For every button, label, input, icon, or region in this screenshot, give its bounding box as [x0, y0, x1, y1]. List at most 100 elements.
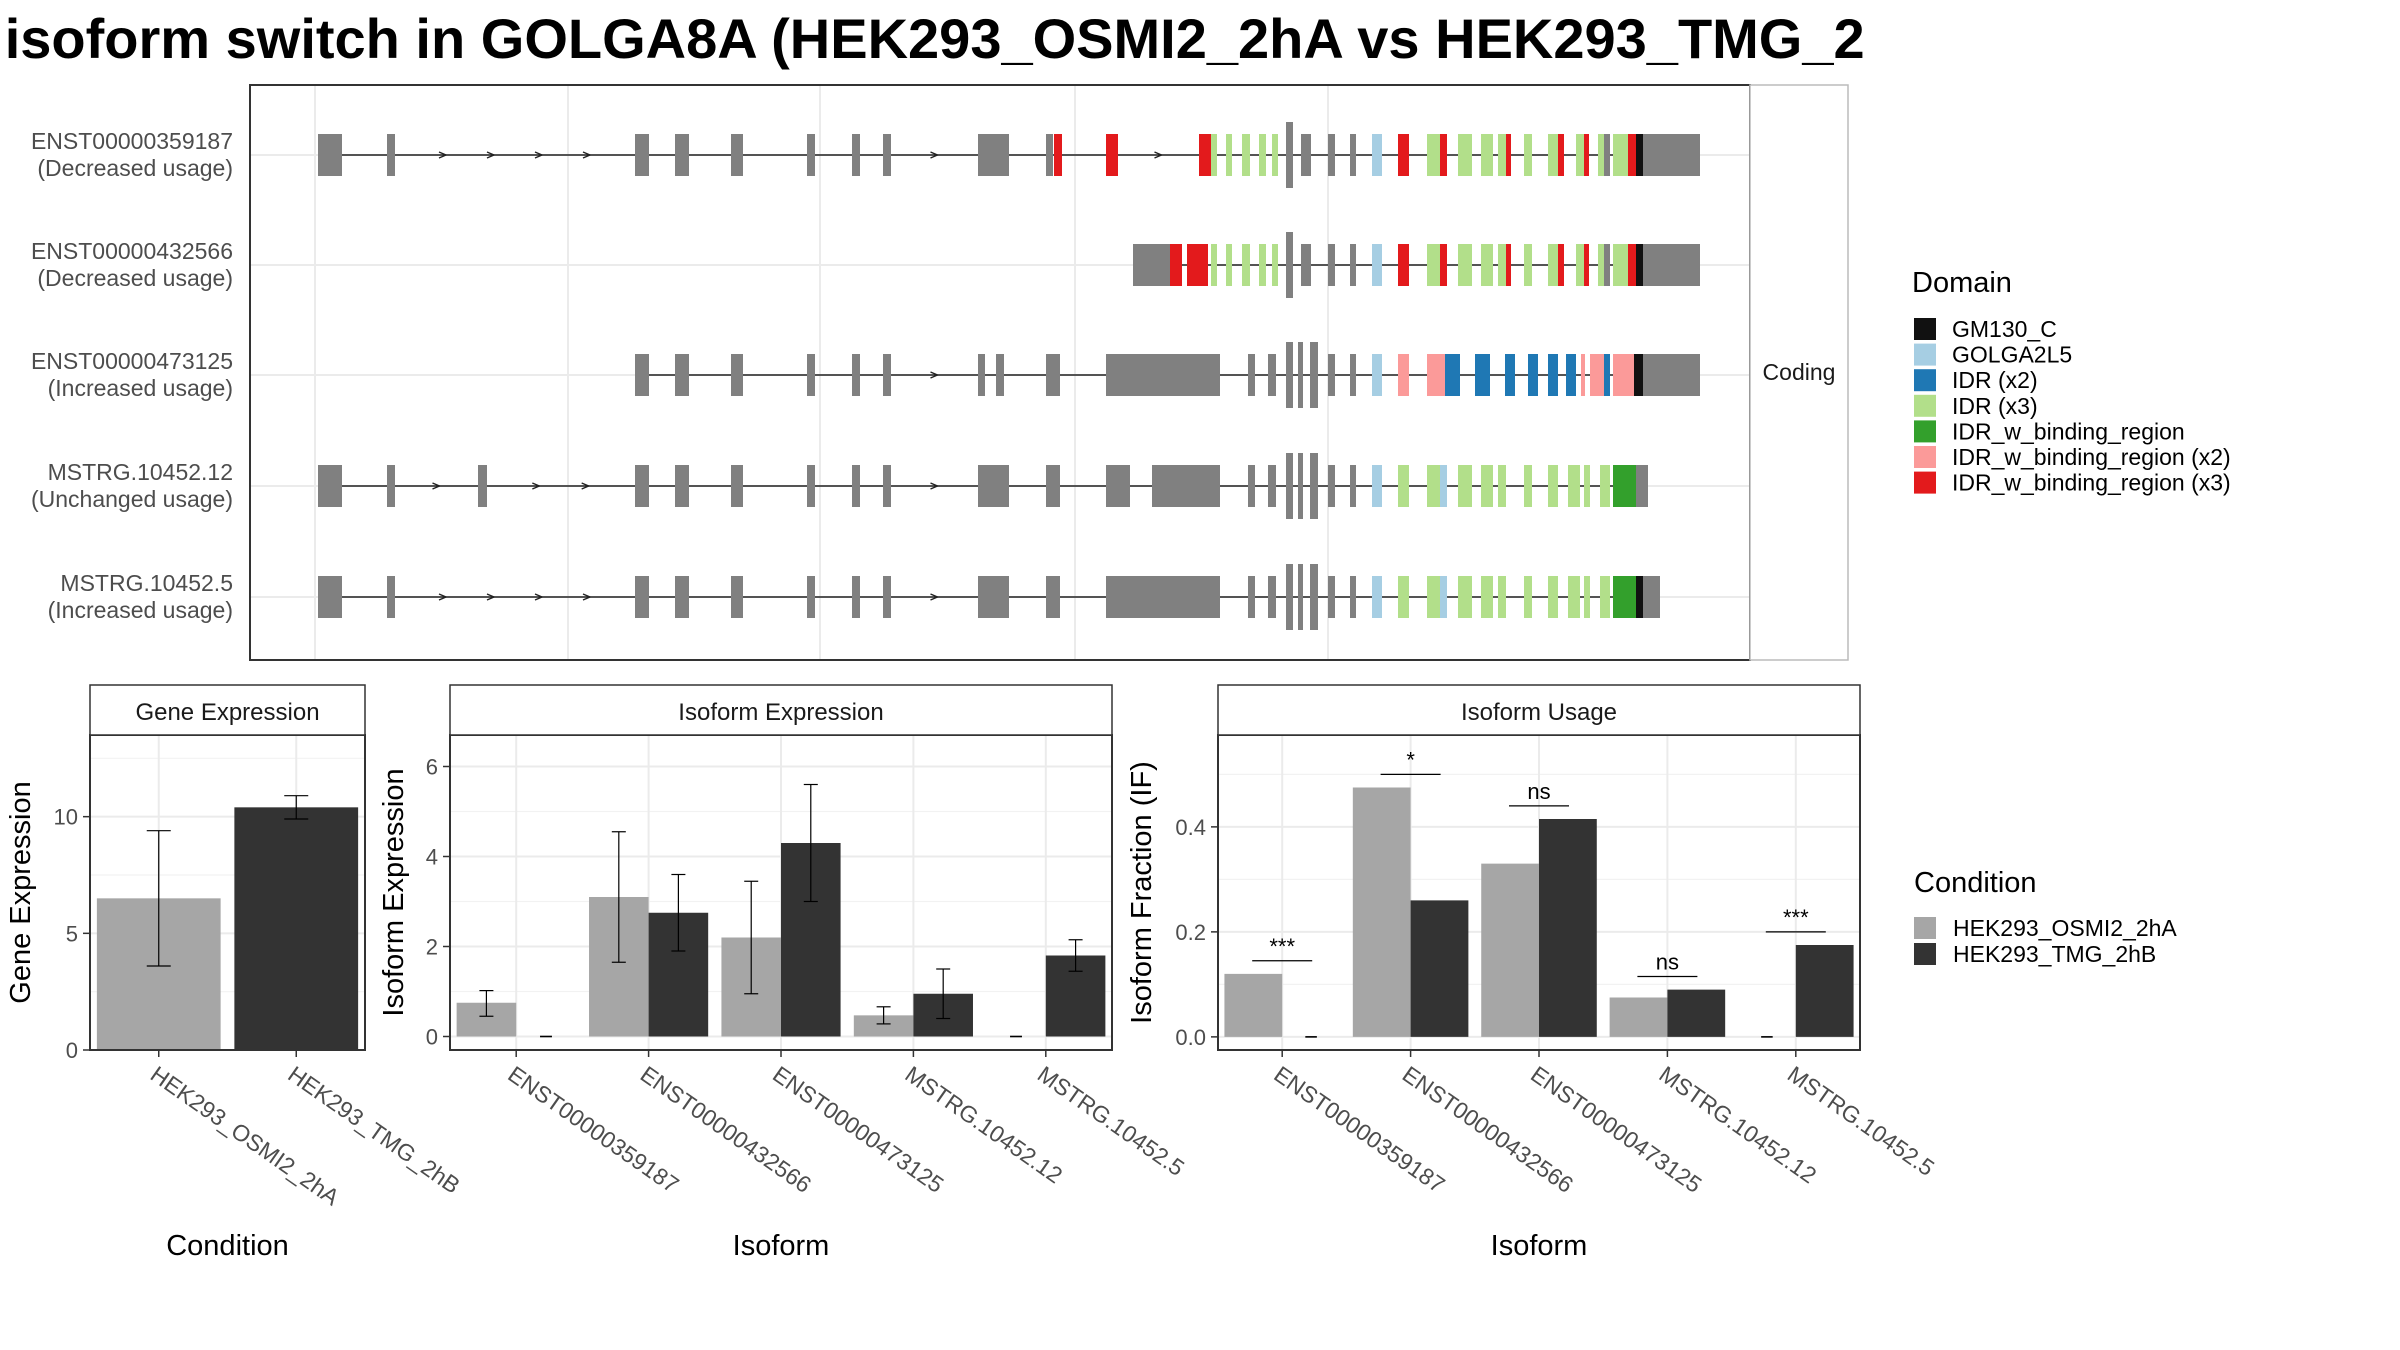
- condition-legend-swatch: [1914, 943, 1936, 965]
- plot-title: e isoform switch in GOLGA8A (HEK293_OSMI…: [0, 7, 1868, 70]
- transcript-id-label: MSTRG.10452.5: [60, 570, 233, 596]
- domain-block: [1576, 244, 1584, 286]
- bar: [853, 1015, 914, 1037]
- domain-block: [1259, 134, 1266, 176]
- coding-strip: [1749, 84, 1849, 661]
- exon-block: [675, 576, 689, 618]
- domain-block: [1398, 465, 1409, 507]
- exon-block: [807, 465, 815, 507]
- exon-block: [1636, 465, 1648, 507]
- exon-block: [1248, 354, 1255, 396]
- bar: [1410, 900, 1469, 1037]
- intron-arrow: [930, 482, 940, 490]
- domain-legend-label: IDR_w_binding_region (x2): [1952, 444, 2231, 470]
- exon-block: [1286, 453, 1293, 519]
- domain-block: [1600, 465, 1610, 507]
- y-tick-label: 10: [54, 805, 78, 830]
- exon-block: [1046, 134, 1053, 176]
- coding-strip-label: Coding: [1763, 359, 1836, 385]
- domain-block: [1211, 134, 1217, 176]
- y-tick-label: 5: [66, 921, 78, 946]
- exon-block: [1643, 134, 1700, 176]
- domain-block: [1628, 134, 1636, 176]
- exon-block: [318, 134, 342, 176]
- domain-block: [1458, 465, 1472, 507]
- domain-block: [1568, 465, 1580, 507]
- exon-block: [1046, 576, 1060, 618]
- intron-arrow: [486, 593, 496, 601]
- exon-block: [807, 354, 815, 396]
- domain-block: [1528, 354, 1538, 396]
- exon-block: [731, 576, 743, 618]
- exon-block: [1248, 576, 1255, 618]
- intron-arrow: [438, 151, 448, 159]
- transcript-track: [1133, 232, 1700, 298]
- condition-legend-swatch: [1914, 917, 1936, 939]
- intron-arrow: [432, 482, 442, 490]
- exon-block: [675, 134, 689, 176]
- domain-block: [1372, 354, 1382, 396]
- exon-block: [1310, 453, 1318, 519]
- domain-block: [1548, 354, 1558, 396]
- domain-block: [1634, 354, 1643, 396]
- y-tick-label: 4: [426, 845, 438, 870]
- y-axis-label: Isoform Fraction (IF): [1126, 761, 1158, 1024]
- domain-block: [1506, 244, 1511, 286]
- domain-block: [1613, 244, 1628, 286]
- domain-block: [1398, 244, 1409, 286]
- domain-legend-label: IDR_w_binding_region (x3): [1952, 470, 2231, 496]
- domain-block: [1524, 244, 1532, 286]
- bar: [1224, 973, 1283, 1037]
- domain-block: [1242, 244, 1250, 286]
- transcript-track: [318, 564, 1660, 630]
- domain-block: [1576, 134, 1584, 176]
- condition-legend-label: HEK293_TMG_2hB: [1953, 941, 2156, 967]
- exon-block: [731, 465, 743, 507]
- domain-legend-swatch: [1914, 343, 1936, 366]
- domain-block: [1505, 354, 1515, 396]
- exon-block: [1350, 576, 1356, 618]
- domain-block: [1628, 244, 1636, 286]
- exon-block: [1328, 465, 1335, 507]
- bar: [1609, 997, 1668, 1037]
- intron-arrow: [581, 482, 591, 490]
- domain-block: [1524, 576, 1532, 618]
- domain-block: [1584, 576, 1590, 618]
- exon-block: [1604, 244, 1610, 286]
- transcript-labels: ENST00000359187(Decreased usage)ENST0000…: [31, 128, 233, 623]
- exon-block: [1643, 354, 1700, 396]
- transcript-track: [635, 342, 1700, 408]
- domain-block: [1524, 134, 1532, 176]
- exon-block: [807, 576, 815, 618]
- domain-legend-swatch: [1914, 471, 1936, 494]
- bar: [1481, 863, 1539, 1037]
- domain-legend-label: GM130_C: [1952, 316, 2057, 342]
- domain-block: [1481, 244, 1493, 286]
- domain-block: [1548, 134, 1558, 176]
- exon-block: [1268, 576, 1276, 618]
- strip-label: Isoform Usage: [1461, 699, 1617, 726]
- domain-legend-label: IDR (x3): [1952, 393, 2038, 419]
- significance-label: ns: [1656, 950, 1679, 975]
- exon-block: [1350, 354, 1356, 396]
- intron-arrow: [534, 593, 544, 601]
- strip-box: [449, 684, 1113, 736]
- y-tick-label: 0: [426, 1025, 438, 1050]
- bar: [1352, 787, 1411, 1037]
- exon-block: [635, 134, 649, 176]
- domain-block: [1259, 244, 1266, 286]
- exon-block: [996, 354, 1004, 396]
- transcript-usage-label: (Unchanged usage): [31, 486, 233, 512]
- transcript-id-label: ENST00000359187: [31, 128, 233, 154]
- exon-block: [1286, 564, 1293, 630]
- exon-block: [1604, 134, 1610, 176]
- domain-block: [1568, 576, 1580, 618]
- exon-block: [1298, 453, 1303, 519]
- exon-block: [1350, 465, 1356, 507]
- exon-block: [387, 465, 395, 507]
- domain-block: [1427, 465, 1440, 507]
- transcript-track: [318, 122, 1700, 188]
